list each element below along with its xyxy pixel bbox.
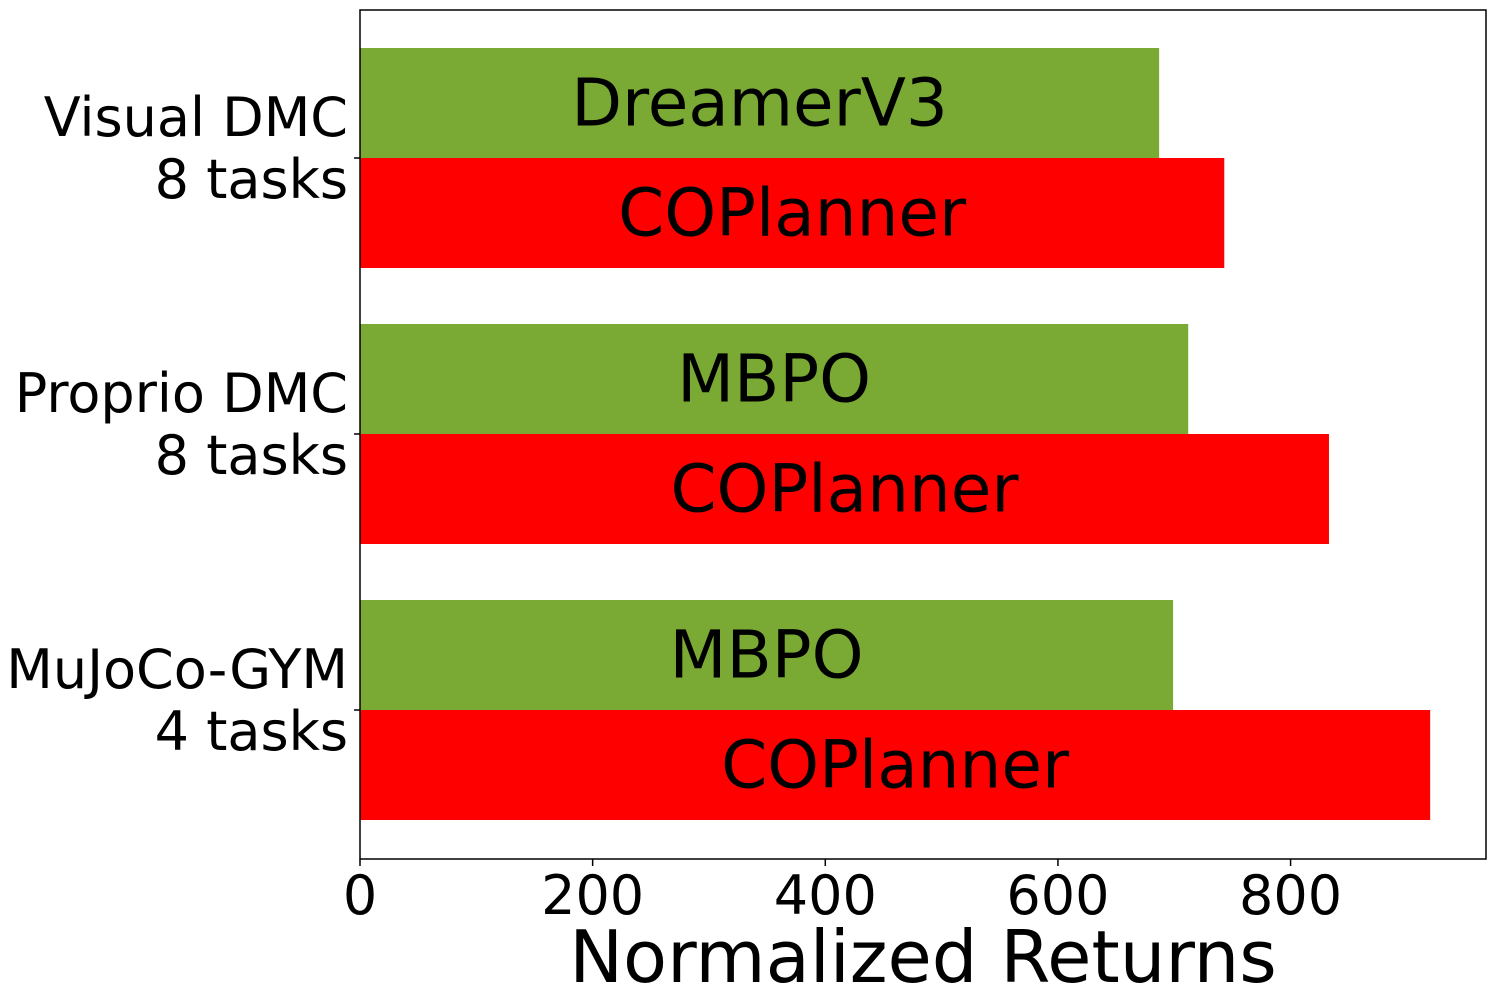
bar-label: MBPO bbox=[677, 341, 871, 418]
y-tick-label: MuJoCo-GYM 4 tasks bbox=[6, 638, 348, 763]
bar-label: MBPO bbox=[670, 617, 864, 694]
bar-ours bbox=[360, 158, 1225, 268]
bar-ours bbox=[360, 710, 1431, 820]
x-tick-label: 600 bbox=[1006, 864, 1109, 927]
bar-label: DreamerV3 bbox=[571, 65, 948, 142]
bar-label: COPlanner bbox=[618, 175, 967, 252]
bar-baseline bbox=[360, 600, 1174, 710]
x-tick-label: 200 bbox=[541, 864, 644, 927]
x-tick-label: 0 bbox=[343, 864, 377, 927]
x-axis-title: Normalized Returns bbox=[569, 915, 1277, 999]
y-tick-label: Visual DMC 8 tasks bbox=[44, 86, 348, 211]
bar-ours bbox=[360, 434, 1329, 544]
bar-label: COPlanner bbox=[670, 451, 1019, 528]
bar-baseline bbox=[360, 324, 1189, 434]
y-tick-label: Proprio DMC 8 tasks bbox=[15, 362, 348, 487]
x-tick-label: 800 bbox=[1239, 864, 1342, 927]
x-tick-label: 400 bbox=[774, 864, 877, 927]
bar-label: COPlanner bbox=[721, 727, 1070, 804]
bar-baseline bbox=[360, 48, 1160, 158]
